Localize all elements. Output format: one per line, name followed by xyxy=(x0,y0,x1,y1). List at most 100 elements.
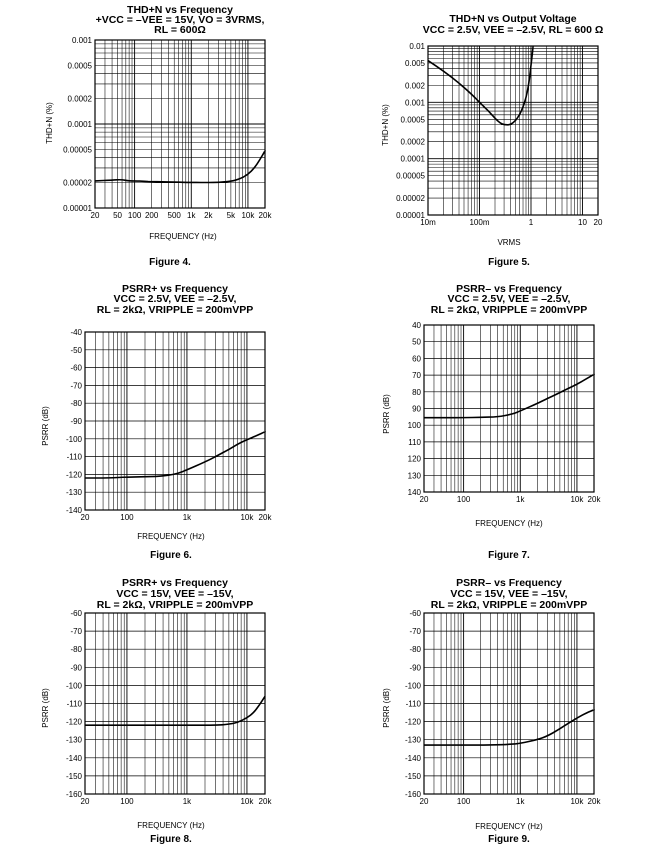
chart-title-line: RL = 2kΩ, VRIPPLE = 200mVPP xyxy=(431,304,587,316)
y-tick-label: -60 xyxy=(70,609,82,618)
x-tick-label: 20 xyxy=(420,495,429,504)
y-tick-label: 0.0002 xyxy=(68,95,93,104)
y-tick-label: -60 xyxy=(70,364,82,373)
chart-svg: THD+N vs Frequency+VCC = –VEE = 15V, VO … xyxy=(45,4,272,268)
y-tick-label: 0.00001 xyxy=(396,211,425,220)
x-tick-label: 10k xyxy=(240,797,254,806)
chart-title-line: RL = 2kΩ, VRIPPLE = 200mVPP xyxy=(97,304,253,316)
y-axis-label: PSRR (dB) xyxy=(41,688,50,728)
chart-title-line: THD+N vs Frequency xyxy=(127,4,233,16)
y-tick-label: -100 xyxy=(66,435,83,444)
x-tick-label: 200 xyxy=(145,211,159,220)
y-tick-label: 0.0001 xyxy=(68,120,93,129)
y-tick-label: -60 xyxy=(409,609,421,618)
y-tick-label: -80 xyxy=(70,399,82,408)
y-tick-label: 0.00001 xyxy=(63,204,92,213)
chart-title-line: VCC = 2.5V, VEE = –2.5V, xyxy=(448,293,571,305)
y-tick-label: 130 xyxy=(408,471,422,480)
x-axis-label: VRMS xyxy=(497,238,520,247)
chart-figure-9: PSRR– vs Frequency VCC = 15V, VEE = –15V,… xyxy=(331,566,661,854)
grid xyxy=(423,324,595,493)
y-tick-label: -120 xyxy=(405,718,422,727)
chart-figure-4: THD+N vs Frequency +VCC = –VEE = 15V, VO … xyxy=(0,0,330,278)
grid xyxy=(423,612,595,795)
y-tick-label: -80 xyxy=(409,645,421,654)
x-tick-label: 10k xyxy=(240,513,254,522)
x-axis-label: FREQUENCY (Hz) xyxy=(475,519,543,528)
y-tick-label: -90 xyxy=(70,417,82,426)
x-tick-label: 10m xyxy=(420,218,436,227)
x-tick-label: 20 xyxy=(420,797,429,806)
chart-figure-6: PSRR+ vs Frequency VCC = 2.5V, VEE = –2.5… xyxy=(0,278,330,566)
y-tick-label: 60 xyxy=(412,354,421,363)
x-axis-label: FREQUENCY (Hz) xyxy=(137,821,205,830)
series-line xyxy=(85,430,266,479)
chart-title-line: VCC = 15V, VEE = –15V, xyxy=(116,588,233,600)
y-tick-label: -150 xyxy=(66,772,83,781)
x-tick-label: 20k xyxy=(588,495,602,504)
plot-frame xyxy=(84,612,266,795)
x-tick-label: 500 xyxy=(168,211,182,220)
x-tick-label: 10k xyxy=(570,797,584,806)
x-tick-label: 50 xyxy=(113,211,122,220)
y-tick-label: 0.0005 xyxy=(68,61,93,70)
chart-title-line: PSRR+ vs Frequency xyxy=(122,577,228,589)
x-tick-label: 10 xyxy=(578,218,587,227)
grid xyxy=(84,612,266,795)
x-tick-label: 100 xyxy=(457,495,471,504)
x-tick-label: 20k xyxy=(259,797,273,806)
y-tick-label: 0.00002 xyxy=(63,179,92,188)
x-tick-label: 20 xyxy=(81,513,90,522)
y-tick-label: -130 xyxy=(405,736,422,745)
figure-caption: Figure 9. xyxy=(488,834,530,845)
x-tick-label: 100m xyxy=(469,218,489,227)
y-tick-label: -140 xyxy=(66,506,83,515)
chart-title-line: PSRR– vs Frequency xyxy=(456,283,562,295)
y-tick-label: -130 xyxy=(66,488,83,497)
x-tick-label: 100 xyxy=(457,797,471,806)
y-tick-label: 0.001 xyxy=(72,36,93,45)
chart-figure-7: PSRR– vs Frequency VCC = 2.5V, VEE = –2.5… xyxy=(331,278,661,566)
y-tick-label: 0.0002 xyxy=(401,138,426,147)
y-axis-label: PSRR (dB) xyxy=(41,406,50,446)
y-tick-label: 70 xyxy=(412,371,421,380)
x-tick-label: 1k xyxy=(516,797,525,806)
y-tick-label: 50 xyxy=(412,338,421,347)
x-tick-label: 1k xyxy=(187,211,196,220)
figure-caption: Figure 5. xyxy=(488,257,530,268)
y-tick-label: 100 xyxy=(408,421,422,430)
y-tick-label: -70 xyxy=(409,627,421,636)
y-tick-label: 110 xyxy=(408,438,421,447)
x-tick-label: 20 xyxy=(594,218,603,227)
x-tick-label: 20k xyxy=(259,513,273,522)
y-tick-label: 0.0001 xyxy=(401,155,426,164)
chart-title-line: VCC = 2.5V, VEE = –2.5V, xyxy=(114,293,237,305)
y-tick-label: 0.005 xyxy=(405,59,426,68)
y-tick-label: -120 xyxy=(66,718,83,727)
x-tick-label: 100 xyxy=(128,211,142,220)
y-tick-label: -150 xyxy=(405,772,422,781)
y-tick-label: -80 xyxy=(70,645,82,654)
y-tick-label: -90 xyxy=(409,663,421,672)
chart-title-line: VCC = 15V, VEE = –15V, xyxy=(450,588,567,600)
series-line xyxy=(85,695,266,726)
y-tick-label: -140 xyxy=(405,754,422,763)
y-tick-label: 80 xyxy=(412,388,421,397)
x-tick-label: 20 xyxy=(81,797,90,806)
plot-frame xyxy=(423,612,595,795)
y-tick-label: 0.00005 xyxy=(396,172,425,181)
figure-caption: Figure 4. xyxy=(149,257,191,268)
figure-caption: Figure 6. xyxy=(150,550,192,561)
chart-title-line: PSRR– vs Frequency xyxy=(456,577,562,589)
y-tick-label: 90 xyxy=(412,405,421,414)
x-tick-label: 100 xyxy=(120,513,134,522)
y-tick-label: -160 xyxy=(405,790,422,799)
chart-title-line: VCC = 2.5V, VEE = –2.5V, RL = 600 Ω xyxy=(423,24,604,36)
figure-caption: Figure 7. xyxy=(488,550,530,561)
x-tick-label: 1k xyxy=(516,495,525,504)
x-tick-label: 20 xyxy=(91,211,100,220)
